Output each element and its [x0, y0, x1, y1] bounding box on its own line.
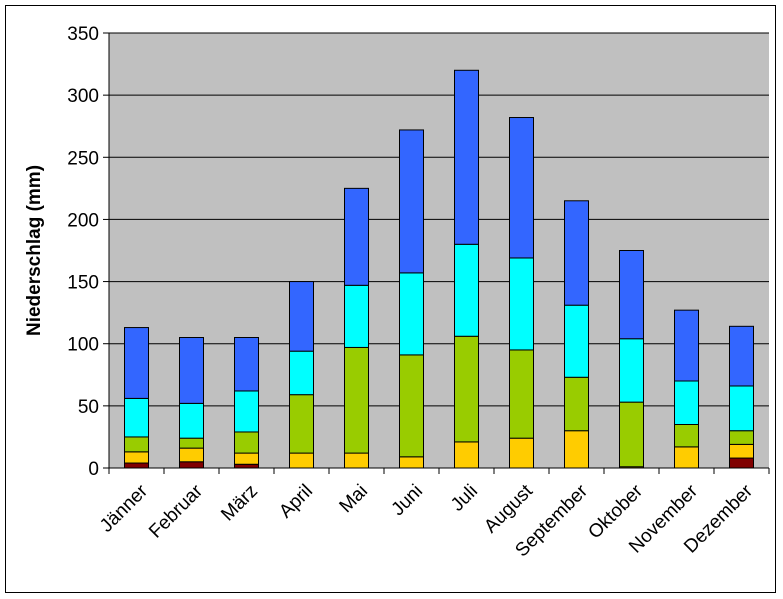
x-tick-label: Jänner [96, 480, 152, 536]
bar-segment [344, 284, 369, 348]
y-tick-label: 100 [67, 335, 99, 356]
x-tick-label: Februar [145, 480, 207, 542]
bar-segment [729, 457, 754, 469]
bar-segment [179, 437, 204, 449]
gridlines [109, 32, 769, 407]
bar-segment [234, 463, 259, 469]
bar-segment [289, 281, 314, 352]
bar-segment [179, 402, 204, 439]
bar-segment [179, 447, 204, 463]
bar-segment [564, 200, 589, 306]
bar-segment [234, 452, 259, 465]
y-tick-label: 50 [78, 397, 99, 418]
bar-segment [454, 441, 479, 469]
y-tick-label: 350 [67, 24, 99, 45]
x-tick-label: März [217, 481, 262, 526]
bar-segment [509, 437, 534, 469]
bar-segment [564, 430, 589, 469]
bar-segment [564, 376, 589, 432]
bar-segment [509, 257, 534, 351]
bar-segment [124, 451, 149, 464]
bar-segment [619, 250, 644, 340]
bar-segment [234, 390, 259, 433]
bar-segment [289, 394, 314, 454]
x-tick-label: Juni [388, 481, 427, 520]
bar-segment [124, 462, 149, 469]
y-tick-labels: 0 50 100 150 200 250 300 350 [67, 24, 99, 480]
bar-segment [729, 325, 754, 387]
bar-segment [124, 327, 149, 399]
bar-segment [399, 272, 424, 356]
y-axis-label: Niederschlag (mm) [24, 165, 45, 336]
bar-segment [234, 431, 259, 454]
x-tick-label: April [275, 481, 317, 523]
bar-segment [289, 350, 314, 396]
bar-segment [399, 354, 424, 458]
y-tick-label: 200 [67, 210, 99, 231]
bar-segment [289, 452, 314, 469]
bar-segment [399, 129, 424, 274]
axes [103, 32, 770, 474]
bar-segment [124, 397, 149, 438]
bar-segment [454, 243, 479, 337]
bar-segment [674, 446, 699, 469]
bar-segment [234, 337, 259, 392]
bars [124, 69, 754, 469]
bar-segment [344, 452, 369, 469]
bar-segment [674, 309, 699, 382]
y-tick-label: 300 [67, 86, 99, 107]
bar-segment [179, 337, 204, 404]
bar-segment [179, 461, 204, 469]
bar-segment [674, 380, 699, 425]
bar-segment [729, 385, 754, 432]
bar-segment [619, 401, 644, 468]
bar-segment [509, 349, 534, 439]
y-tick-label: 150 [67, 273, 99, 294]
y-tick-label: 250 [67, 148, 99, 169]
bar-segment [454, 335, 479, 443]
x-tick-label: Juli [447, 481, 482, 516]
x-tick-label: Mai [336, 481, 373, 518]
plot-area [109, 33, 769, 468]
bar-segment [729, 430, 754, 445]
bar-segment [344, 346, 369, 454]
bar-segment [124, 436, 149, 453]
bar-segment [344, 187, 369, 286]
bar-segment [619, 338, 644, 403]
bar-segment [509, 117, 534, 259]
bar-segment [729, 443, 754, 459]
bar-segment [564, 304, 589, 378]
bar-segment [399, 456, 424, 469]
y-tick-label: 0 [88, 459, 99, 480]
bar-segment [454, 69, 479, 245]
bar-segment [674, 424, 699, 448]
